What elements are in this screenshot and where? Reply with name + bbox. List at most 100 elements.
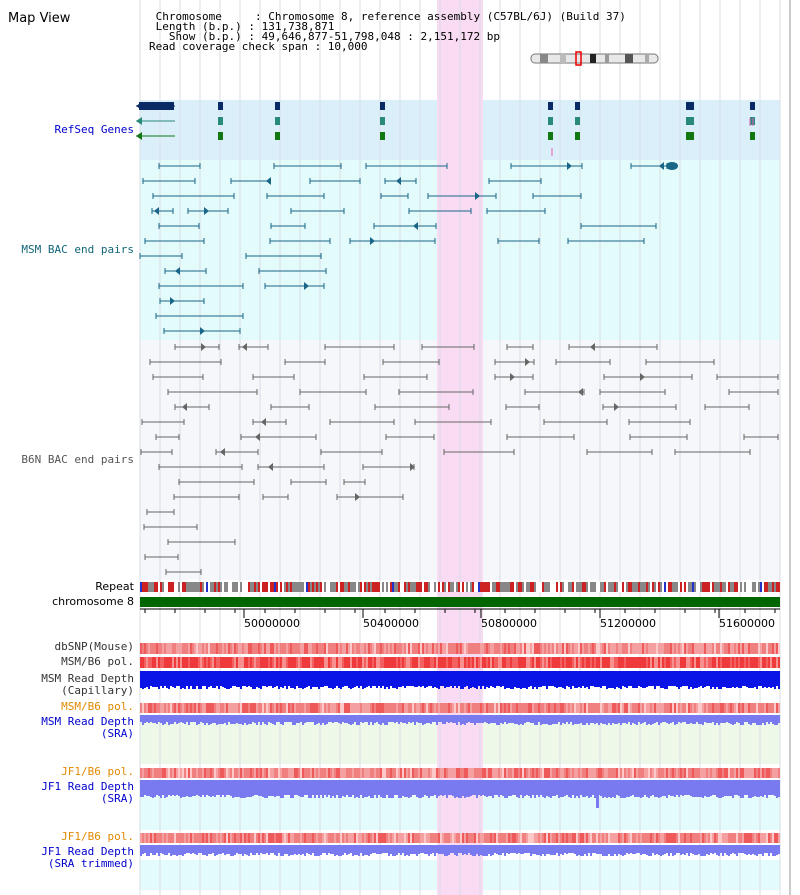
polymorphism-cell [702,643,704,654]
track-label-jf1-depth-trimmed[interactable]: JF1 Read Depth [41,845,134,858]
jf1-trimmed-depth-bar [382,845,384,853]
polymorphism-cell [274,657,276,668]
polymorphism-cell [284,643,286,654]
polymorphism-cell [242,703,244,713]
polymorphism-cell [484,643,486,654]
jf1-trimmed-depth-bar [652,845,654,853]
jf1-sra-depth-bar [772,780,774,795]
jf1-sra-depth-bar [306,780,308,795]
info-show-range: Show (b.p.) : 49,646,877-51,798,048 : 2,… [149,30,500,43]
track-label-jf1-b6-pol[interactable]: JF1/B6 pol. [61,765,134,778]
polymorphism-cell [596,833,598,843]
msm-sra-depth-bar [194,715,196,722]
jf1-sra-depth-bar [498,780,500,797]
track-label-dbsnp[interactable]: dbSNP(Mouse) [54,640,134,653]
polymorphism-cell [204,657,206,668]
polymorphism-cell [174,768,176,778]
polymorphism-cell [216,643,218,654]
jf1-sra-depth-bar [242,780,244,798]
jf1-trimmed-depth-bar [740,845,742,853]
polymorphism-cell [316,703,318,713]
polymorphism-cell [736,657,738,668]
msm-sra-depth-bar [326,715,328,724]
polymorphism-cell [738,703,740,713]
refseq-gene-exon [575,132,580,140]
jf1-trimmed-depth-bar [212,845,214,853]
track-label-msm-bac[interactable]: MSM BAC end pairs [21,243,134,256]
jf1-sra-depth-bar [572,780,574,795]
jf1-trimmed-depth-bar [268,845,270,855]
polymorphism-cell [656,768,658,778]
polymorphism-cell [584,643,586,654]
track-label-msm-depth-sra[interactable]: MSM Read Depth [41,715,134,728]
msm-sra-depth-bar [216,715,218,725]
msm-sra-depth-bar [302,715,304,725]
track-label-repeat[interactable]: Repeat [95,580,134,593]
polymorphism-cell [318,768,320,778]
jf1-trimmed-depth-bar [198,845,200,853]
polymorphism-cell [250,833,252,843]
polymorphism-cell [708,768,710,778]
msm-sra-depth-bar [768,715,770,724]
track-label-msm-b6-pol[interactable]: MSM/B6 pol. [61,655,134,668]
track-label-refseq[interactable]: RefSeq Genes [54,123,134,136]
polymorphism-cell [488,643,490,654]
polymorphism-cell [318,703,320,713]
track-label-jf1-depth-sra[interactable]: JF1 Read Depth [41,780,134,793]
jf1-sra-depth-bar [310,780,312,798]
polymorphism-cell [394,833,396,843]
jf1-trimmed-depth-bar [778,845,780,854]
polymorphism-cell [556,768,558,778]
polymorphism-cell [564,643,566,654]
msm-capillary-depth-bar [380,671,382,688]
jf1-trimmed-depth-bar [480,845,482,855]
polymorphism-cell [480,833,482,843]
track-label-msm-depth-capillary[interactable]: MSM Read Depth [41,672,134,685]
jf1-sra-depth-bar [194,780,196,796]
polymorphism-cell [600,703,602,713]
repeat-element [582,582,584,592]
msm-bac-end [200,327,205,335]
b6n-bac-end [268,463,273,471]
msm-capillary-depth-bar [524,671,526,688]
polymorphism-cell [670,657,672,668]
polymorphism-cell [708,833,710,843]
repeat-element [370,582,372,592]
polymorphism-cell [266,768,268,778]
polymorphism-cell [504,643,506,654]
repeat-element [470,582,472,592]
info-chromosome: Chromosome : Chromosome 8, reference ass… [149,10,626,23]
jf1-trimmed-depth-bar [352,845,354,856]
msm-capillary-depth-bar [552,671,554,686]
polymorphism-cell [298,703,300,713]
jf1-sra-depth-bar [424,780,426,795]
polymorphism-cell [610,703,612,713]
repeat-element [588,582,590,592]
jf1-trimmed-depth-bar [324,845,326,853]
track-label-jf1-b6-pol-2[interactable]: JF1/B6 pol. [61,830,134,843]
repeat-element [400,582,402,592]
repeat-element [696,582,698,592]
polymorphism-cell [390,833,392,843]
polymorphism-cell [566,657,568,668]
msm-capillary-depth-bar [410,671,412,686]
polymorphism-cell [634,657,636,668]
polymorphism-cell [206,703,208,713]
msm-sra-depth-bar [684,715,686,722]
msm-sra-depth-bar [252,715,254,722]
polymorphism-cell [730,833,732,843]
polymorphism-cell [532,768,534,778]
msm-capillary-depth-bar [772,671,774,687]
msm-capillary-depth-bar [152,671,154,687]
repeat-element [222,582,224,592]
polymorphism-cell [506,643,508,654]
track-label-b6n-bac[interactable]: B6N BAC end pairs [21,453,134,466]
jf1-sra-depth-bar [166,780,168,797]
polymorphism-cell [368,657,370,668]
msm-capillary-depth-bar [228,671,230,689]
repeat-element [738,582,740,592]
track-label-msm-b6-pol-2[interactable]: MSM/B6 pol. [61,700,134,713]
polymorphism-cell [644,643,646,654]
repeat-element [348,582,350,592]
